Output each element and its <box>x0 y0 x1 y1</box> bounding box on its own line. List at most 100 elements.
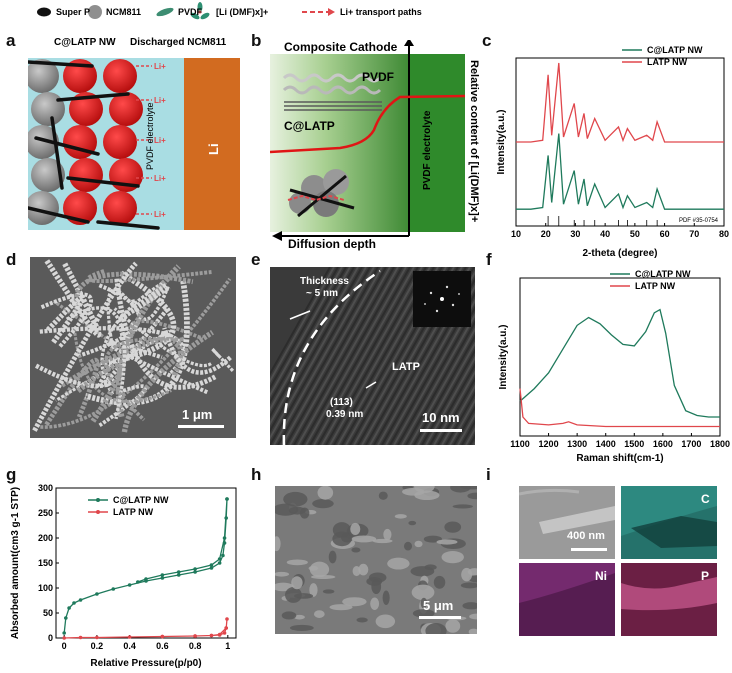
panel-a-electrolyte-label: PVDF electrolyte <box>145 102 155 170</box>
series-1-point-13 <box>209 633 214 638</box>
fiber-28 <box>117 283 171 322</box>
y-axis-label: Intensity(a.u.) <box>496 109 507 174</box>
nanowire-1 <box>56 92 130 102</box>
surface-grain-14 <box>312 498 334 509</box>
y-tick-label-2: 100 <box>38 583 53 593</box>
eds-ni-tile: Ni <box>519 563 615 636</box>
figure-legend: Super P NCM811 PVDF [Li (DMF)x]+ Li+ tra… <box>0 0 732 48</box>
lattice-fringe-42 <box>397 305 475 445</box>
phosphorus-map <box>621 563 717 636</box>
x-tick-label-0: 1100 <box>510 439 530 449</box>
surface-grain-15 <box>375 614 396 629</box>
series-0-point-4 <box>78 598 83 602</box>
y-tick-label-6: 300 <box>38 483 53 493</box>
nanowire-2 <box>34 136 100 156</box>
x-tick-label-6: 70 <box>689 229 699 239</box>
surface-grain-70 <box>294 593 314 599</box>
series-1-point-10 <box>225 617 229 621</box>
x-tick-label-3: 1400 <box>596 439 616 449</box>
lattice-fringe-4 <box>270 267 347 405</box>
surface-grain-68 <box>289 624 314 631</box>
series-0-point-16 <box>224 516 228 520</box>
panel-label-e: e <box>251 250 261 269</box>
panel-b-xlabel: Diffusion depth <box>288 237 376 251</box>
series-0-point-22 <box>193 567 197 571</box>
fiber-29 <box>32 261 138 432</box>
series-0-point-10 <box>176 573 181 577</box>
series-0-point-20 <box>217 557 222 561</box>
y-tick-label-1: 50 <box>43 608 53 618</box>
lattice-fringe-48 <box>421 348 475 445</box>
x-tick-label-4: 50 <box>630 229 640 239</box>
series-1-point-1 <box>78 635 83 640</box>
surface-grain-6 <box>283 491 308 507</box>
nanowire-5 <box>96 220 160 230</box>
particle-cluster-b <box>287 169 355 218</box>
series-1-point-11 <box>224 626 228 630</box>
x-tick-label-1: 1200 <box>539 439 559 449</box>
lattice-fringe-21 <box>313 267 415 445</box>
lattice-fringe-11 <box>273 267 375 445</box>
legend-discharged: Discharged NCM811 <box>130 37 227 48</box>
x-tick-label-5: 1 <box>225 641 230 651</box>
fiber-17 <box>39 292 94 348</box>
legend-label-0: C@LATP NW <box>647 45 703 55</box>
series-line-0 <box>516 133 724 210</box>
super-p-icon <box>37 7 51 17</box>
particle-3-0 <box>31 158 65 192</box>
li-ion-label-0: Li+ <box>154 62 166 71</box>
surface-grain-22 <box>433 575 446 589</box>
series-0-point-15 <box>222 541 227 545</box>
panel-label-f: f <box>486 250 492 269</box>
series-0-point-14 <box>221 553 225 558</box>
surface-grain-56 <box>462 602 477 610</box>
x-tick-label-0: 10 <box>511 229 521 239</box>
surface-grain-21 <box>445 619 461 633</box>
lattice-fringe-20 <box>309 267 411 445</box>
panel-label-a: a <box>6 31 16 50</box>
lattice-fringe-46 <box>413 334 475 445</box>
fiber-3 <box>40 277 232 429</box>
surface-grain-34 <box>328 550 337 564</box>
particle-1-0 <box>31 92 65 126</box>
surface-grain-40 <box>460 582 477 589</box>
lattice-fringe-43 <box>401 313 475 445</box>
y-tick-label-0: 0 <box>48 633 53 643</box>
surface-grain-83 <box>414 490 440 501</box>
x-axis-label: Raman shift(cm-1) <box>576 453 663 464</box>
carbon-map <box>621 486 717 559</box>
series-0-point-6 <box>111 587 116 591</box>
panel-b-clatp-label: C@LATP <box>284 119 335 133</box>
x-arrow-b <box>272 231 282 241</box>
scale-bar-h <box>419 616 461 619</box>
series-line-1 <box>64 618 228 639</box>
x-tick-label-4: 0.8 <box>189 641 202 651</box>
fiber-2 <box>131 284 171 321</box>
surface-grain-17 <box>441 550 464 564</box>
li-dmf-icon <box>190 2 210 20</box>
nanowire-network <box>32 259 236 433</box>
legend-li-dmf: [Li (DMF)x]+ <box>216 7 269 17</box>
legend-pvdf: PVDF <box>178 7 203 17</box>
surface-grain-26 <box>450 486 471 493</box>
fiber-31 <box>65 306 127 420</box>
surface-grain-85 <box>275 536 281 552</box>
lattice-fringe-57 <box>457 412 475 445</box>
legend-marker-1 <box>96 510 100 514</box>
lattice-fringe-9 <box>270 267 367 440</box>
surface-grain-71 <box>291 576 303 590</box>
scale-label-d: 1 μm <box>182 407 213 422</box>
panel-e-tem-image: Thickness ~ 5 nm LATP (113) 0.39 nm 10 n… <box>270 267 475 445</box>
surface-grain-67 <box>309 583 318 597</box>
y-tick-label-4: 200 <box>38 533 53 543</box>
series-0-point-3 <box>72 601 76 605</box>
plane-label: (113) <box>330 397 353 408</box>
panel-b-electrolyte-label: PVDF electrolyte <box>422 110 433 190</box>
lattice-fringe-56 <box>453 405 475 445</box>
surface-grain-57 <box>351 535 377 543</box>
x-tick-label-1: 20 <box>541 229 551 239</box>
x-tick-label-2: 1300 <box>567 439 587 449</box>
electrolyte-region-b <box>409 54 465 232</box>
particle-1-2 <box>109 92 143 126</box>
x-tick-label-4: 1500 <box>624 439 644 449</box>
